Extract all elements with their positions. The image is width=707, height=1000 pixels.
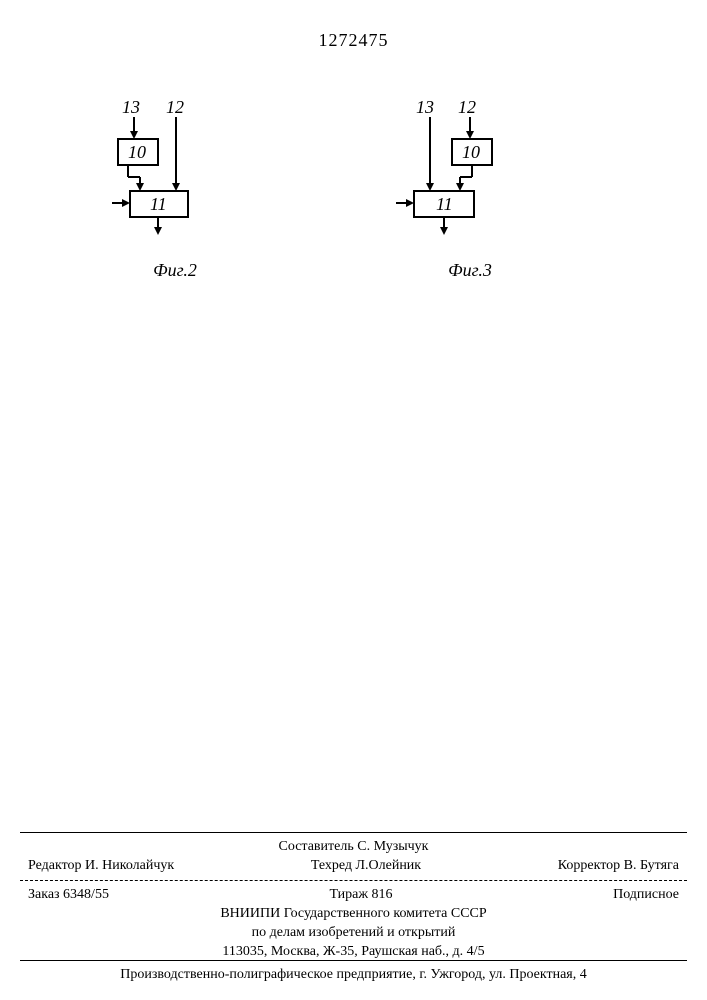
subscription: Подписное	[613, 886, 679, 905]
techred: Техред Л.Олейник	[311, 857, 421, 876]
address: 113035, Москва, Ж-35, Раушская наб., д. …	[0, 943, 707, 962]
compiler-name: С. Музычук	[357, 839, 428, 854]
divider-3	[20, 960, 687, 961]
fig2-label-12: 12	[166, 97, 184, 117]
publication-block: Заказ 6348/55 Тираж 816 Подписное ВНИИПИ…	[0, 886, 707, 962]
divider-1	[20, 832, 687, 833]
compiler-label: Составитель	[279, 839, 354, 854]
order: Заказ 6348/55	[28, 886, 109, 905]
org2: по делам изобретений и открытий	[0, 924, 707, 943]
printer-block: Производственно-полиграфическое предприя…	[0, 966, 707, 985]
figure-2: 13 12 10 11 Фиг.2	[110, 95, 240, 281]
org1: ВНИИПИ Государственного комитета СССР	[0, 905, 707, 924]
corrector: Корректор В. Бутяга	[558, 857, 679, 876]
credits-block: Составитель С. Музычук Редактор И. Никол…	[0, 838, 707, 876]
fig3-label-12: 12	[458, 97, 476, 117]
editor: Редактор И. Николайчук	[28, 857, 174, 876]
fig3-caption: Фиг.3	[400, 260, 540, 281]
figure-2-svg: 13 12 10 11	[110, 95, 240, 255]
fig2-box-11: 11	[150, 194, 167, 214]
figure-3-svg: 13 12 10 11	[400, 95, 540, 255]
fig3-box-10: 10	[462, 142, 480, 162]
patent-page: 1272475 13 12 10 11	[0, 0, 707, 1000]
figure-3: 13 12 10 11 Фиг.3	[400, 95, 540, 281]
fig3-label-13: 13	[416, 97, 434, 117]
tirage: Тираж 816	[329, 886, 392, 905]
divider-2-dashed	[20, 880, 687, 881]
fig2-label-13: 13	[122, 97, 140, 117]
fig2-caption: Фиг.2	[110, 260, 240, 281]
patent-number: 1272475	[0, 30, 707, 51]
fig2-box-10: 10	[128, 142, 146, 162]
order-row: Заказ 6348/55 Тираж 816 Подписное	[0, 886, 707, 905]
compiler-line: Составитель С. Музычук	[0, 838, 707, 857]
fig3-box-11: 11	[436, 194, 453, 214]
credits-row: Редактор И. Николайчук Техред Л.Олейник …	[0, 857, 707, 876]
printer: Производственно-полиграфическое предприя…	[0, 966, 707, 985]
